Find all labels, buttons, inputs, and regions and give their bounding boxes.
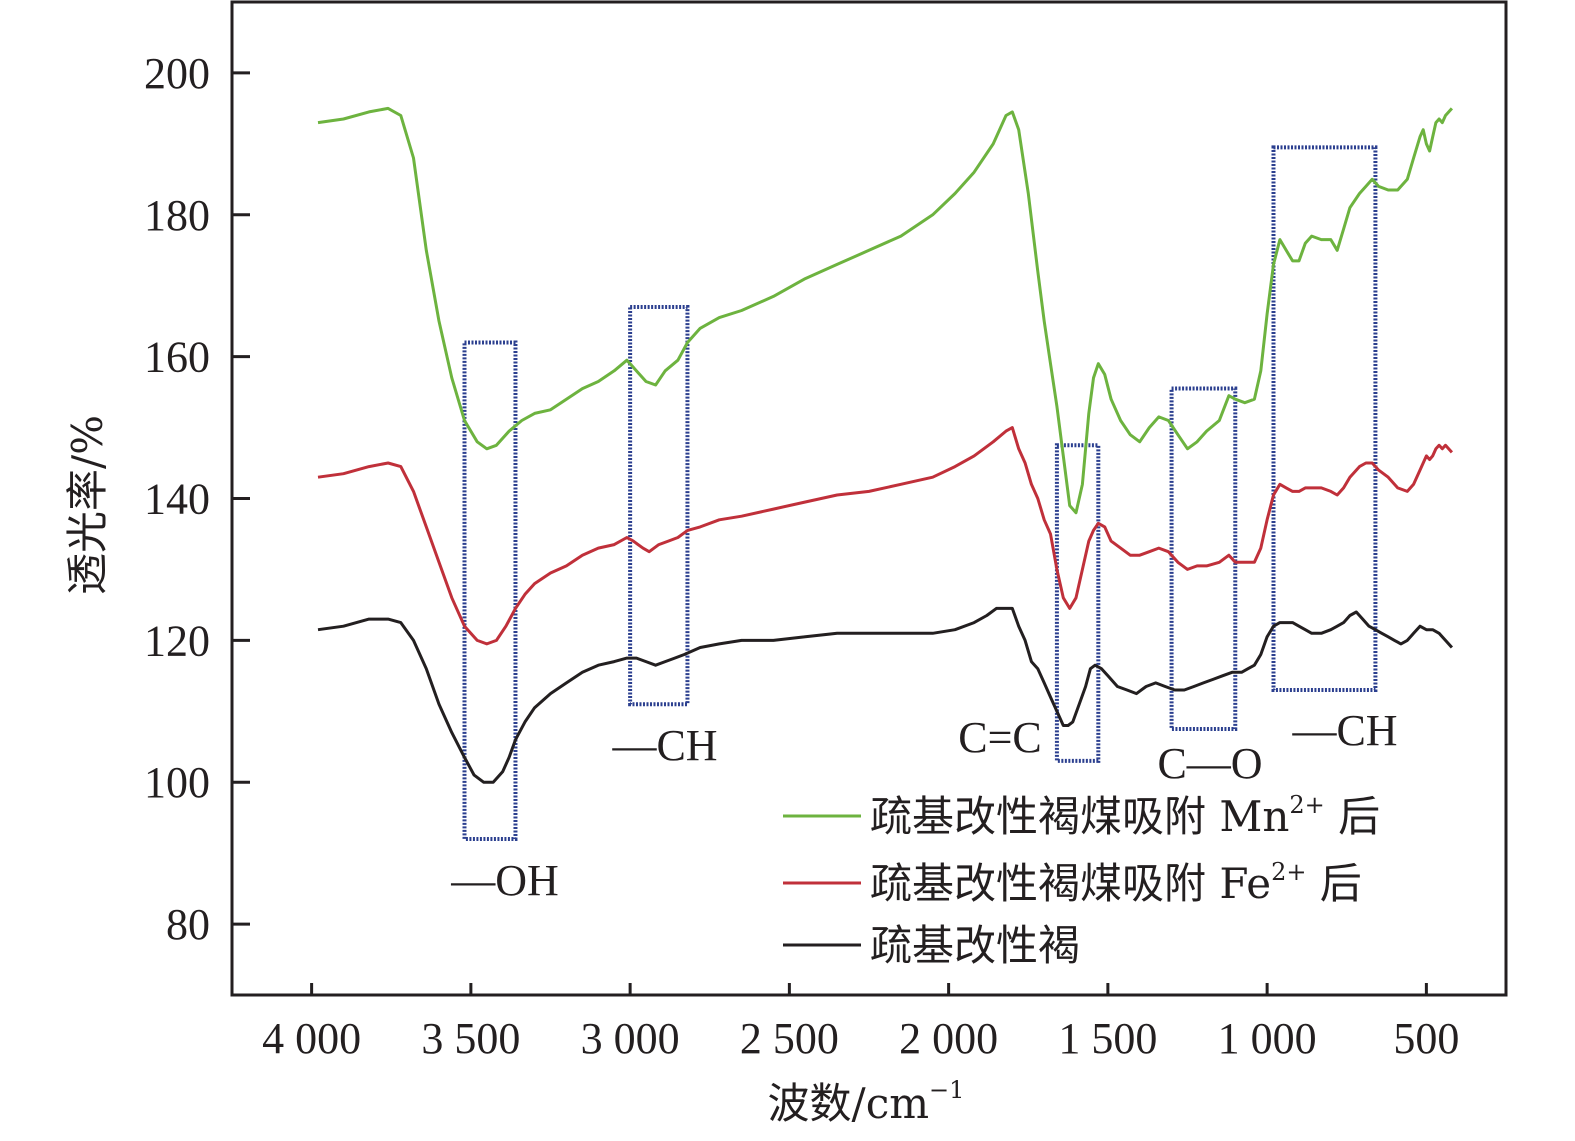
y-axis-title: 透光率/% xyxy=(63,415,112,595)
x-axis-title: 波数/cm−1 xyxy=(768,1076,965,1128)
annotation-boxes xyxy=(462,145,1378,841)
y-tick-label: 120 xyxy=(144,616,210,665)
legend-label-text: 疏基改性褐煤吸附 Mn xyxy=(870,792,1289,841)
legend-label-text: 疏基改性褐 xyxy=(870,921,1080,970)
legend-label-2: 疏基改性褐煤吸附 Fe2+ 后 xyxy=(870,858,1362,908)
y-tick-label: 100 xyxy=(144,758,210,807)
legend-label-sup: 2+ xyxy=(1289,791,1324,819)
annotation-box-1 xyxy=(462,340,518,841)
legend-label-3: 疏基改性褐 xyxy=(870,921,1080,970)
x-tick-label: 1 000 xyxy=(1218,1014,1317,1063)
annotation-label-5: —CH xyxy=(1291,706,1397,755)
series-line-1 xyxy=(317,106,1454,515)
annotation-box-4 xyxy=(1169,386,1238,732)
annotation-box-3 xyxy=(1054,443,1101,763)
x-tick-label: 500 xyxy=(1393,1014,1459,1063)
plot-frame xyxy=(230,0,1508,997)
plot-frame-layer xyxy=(230,0,1508,997)
legend-label-suffix: 后 xyxy=(1306,859,1361,908)
y-tick-label: 200 xyxy=(144,49,210,98)
x-axis-title-main: 波数/cm xyxy=(768,1079,930,1128)
y-tick-label: 80 xyxy=(166,900,210,949)
annotation-label-1: —OH xyxy=(450,856,559,905)
x-tick-label: 3 000 xyxy=(581,1014,680,1063)
legend-label-text: 疏基改性褐煤吸附 Fe xyxy=(870,859,1271,908)
legend-label-sup: 2+ xyxy=(1271,858,1306,886)
annotation-label-2: —CH xyxy=(611,721,717,770)
x-tick-label: 1 500 xyxy=(1058,1014,1157,1063)
annotation-box-5 xyxy=(1271,145,1378,693)
x-tick-label: 3 500 xyxy=(421,1014,520,1063)
annotation-box-2 xyxy=(628,304,690,707)
x-tick-label: 2 000 xyxy=(899,1014,998,1063)
legend-label-1: 疏基改性褐煤吸附 Mn2+ 后 xyxy=(870,791,1380,841)
series-lines xyxy=(317,106,1454,784)
x-tick-label: 2 500 xyxy=(740,1014,839,1063)
y-tick-label: 180 xyxy=(144,191,210,240)
y-tick-label: 140 xyxy=(144,475,210,524)
legend-label-suffix: 后 xyxy=(1325,792,1380,841)
series-line-2 xyxy=(317,426,1454,646)
series-line-3 xyxy=(317,606,1454,784)
annotation-label-3: C=C xyxy=(958,713,1042,762)
annotation-labels: —OH —CH C=C C—O —CH xyxy=(450,706,1397,905)
axis-ticks: 4 000 3 500 3 000 2 500 2 000 1 500 1 000 500 80… xyxy=(144,49,1459,1063)
annotation-label-4: C—O xyxy=(1157,739,1262,788)
y-tick-label: 160 xyxy=(144,333,210,382)
x-tick-label: 4 000 xyxy=(262,1014,361,1063)
x-axis-title-sup: −1 xyxy=(929,1076,964,1104)
